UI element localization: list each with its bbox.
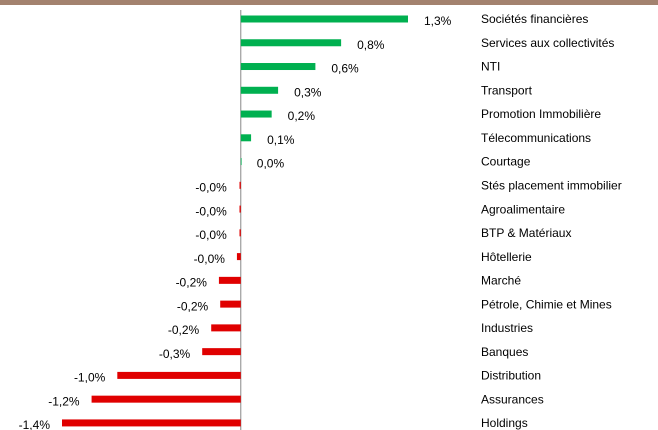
value-label: -1,4% — [19, 418, 51, 430]
bar — [239, 181, 241, 189]
bar — [240, 15, 408, 23]
category-label: Stés placement immobilier — [481, 178, 622, 192]
category-label: Marché — [481, 274, 521, 288]
value-label: 0,0% — [257, 157, 285, 171]
category-label: BTP & Matériaux — [481, 226, 571, 240]
value-label: -0,2% — [177, 299, 209, 313]
category-label: Assurances — [481, 392, 544, 406]
bar — [218, 276, 241, 284]
bar — [202, 348, 241, 356]
value-label: 0,6% — [331, 62, 359, 76]
bar — [240, 86, 279, 94]
bar — [239, 229, 241, 237]
bar — [62, 419, 241, 427]
category-label: Pétrole, Chimie et Mines — [481, 297, 612, 311]
category-label: NTI — [481, 60, 500, 74]
value-label: 0,2% — [288, 109, 316, 123]
value-label: -0,0% — [195, 180, 227, 194]
category-label: Industries — [481, 321, 533, 335]
category-label: Hôtellerie — [481, 250, 532, 264]
value-label: -0,2% — [168, 323, 200, 337]
top-strip — [0, 0, 658, 5]
value-label: -1,2% — [48, 394, 80, 408]
category-label: Services aux collectivités — [481, 36, 614, 50]
value-label: -0,0% — [195, 204, 227, 218]
category-label: Holdings — [481, 416, 528, 430]
value-label: -0,3% — [159, 347, 191, 361]
bar — [236, 253, 241, 261]
category-label: Sociétés financières — [481, 12, 588, 26]
bar — [240, 110, 272, 118]
bar — [117, 371, 241, 379]
bar — [240, 134, 252, 142]
bar — [240, 63, 316, 71]
bar — [240, 158, 242, 166]
value-label: 0,8% — [357, 38, 385, 52]
value-label: 0,3% — [294, 85, 322, 99]
bar — [91, 395, 241, 403]
bar — [211, 324, 241, 332]
value-label: -0,0% — [194, 252, 226, 266]
category-label: Agroalimentaire — [481, 202, 565, 216]
bar — [220, 300, 241, 308]
category-label: Promotion Immobilière — [481, 107, 601, 121]
category-label: Courtage — [481, 155, 531, 169]
category-label: Banques — [481, 345, 528, 359]
value-label: 1,3% — [424, 14, 452, 28]
category-label: Distribution — [481, 369, 541, 383]
category-label: Télecommunications — [481, 131, 591, 145]
value-label: 0,1% — [267, 133, 295, 147]
value-label: -1,0% — [74, 371, 106, 385]
category-label: Transport — [481, 83, 533, 97]
value-label: -0,0% — [195, 228, 227, 242]
bar — [240, 39, 342, 47]
bar — [239, 205, 241, 213]
value-label: -0,2% — [176, 276, 208, 290]
